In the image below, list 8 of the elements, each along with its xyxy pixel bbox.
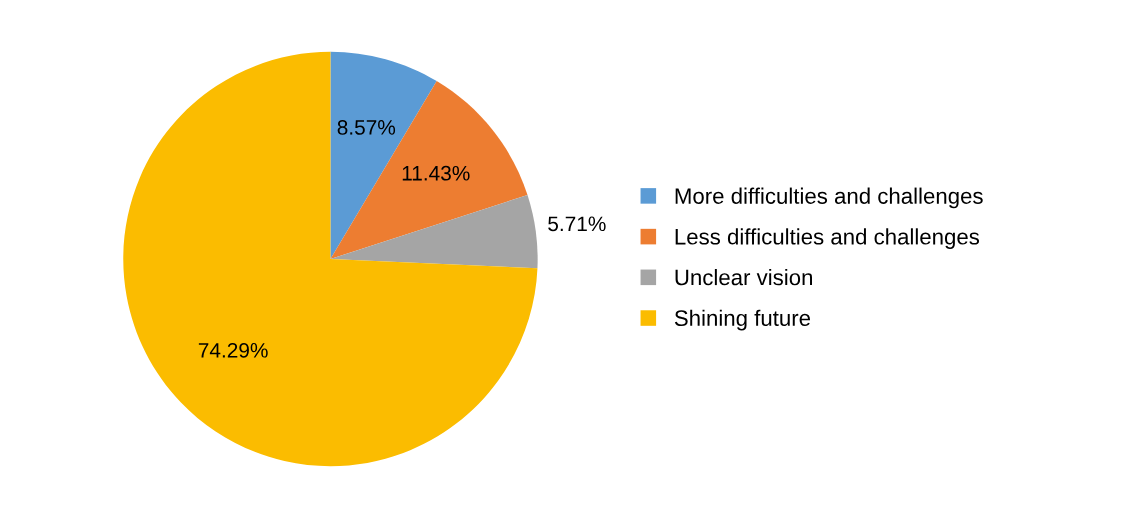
legend-label: More difficulties and challenges	[675, 187, 983, 209]
legend-label: Unclear vision	[675, 269, 812, 286]
legend-label: Less difficulties and challenges	[675, 228, 980, 249]
legend-label: Shining future	[674, 309, 811, 331]
data-label: 8.57%	[337, 120, 396, 135]
data-label: 74.29%	[198, 342, 268, 358]
data-label: 11.43%	[402, 165, 470, 181]
data-label: 5.71%	[548, 216, 606, 232]
